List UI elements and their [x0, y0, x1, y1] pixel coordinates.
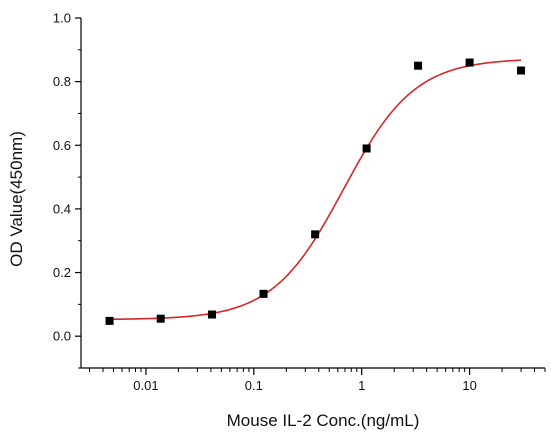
y-tick-label: 0.2 [53, 265, 71, 280]
data-point [517, 66, 526, 75]
y-tick-label: 0.0 [53, 329, 71, 344]
data-point [414, 61, 423, 70]
data-point [311, 230, 320, 239]
x-tick-label: 0.01 [133, 378, 158, 393]
data-point [105, 316, 114, 325]
x-axis-title: Mouse IL-2 Conc.(ng/mL) [227, 411, 420, 430]
data-point [465, 58, 474, 67]
data-point [208, 310, 217, 319]
data-point [156, 314, 165, 323]
data-points [105, 58, 526, 325]
y-tick-label: 0.4 [53, 201, 71, 216]
fit-curve [109, 59, 522, 321]
fit-curve-layer [109, 59, 522, 321]
y-tick-label: 0.6 [53, 138, 71, 153]
x-tick-label: 1 [358, 378, 365, 393]
data-point [362, 144, 371, 153]
y-tick-label: 1.0 [53, 11, 71, 26]
y-axis-title: OD Value(450nm) [7, 131, 26, 267]
x-tick-label: 0.1 [245, 378, 263, 393]
axes: 0.0 0.2 0.4 0.6 0.8 1.0 0.01 0.1 1 10 [53, 11, 546, 393]
y-tick-label: 0.8 [53, 74, 71, 89]
data-point [259, 289, 268, 298]
x-tick-label: 10 [462, 378, 476, 393]
